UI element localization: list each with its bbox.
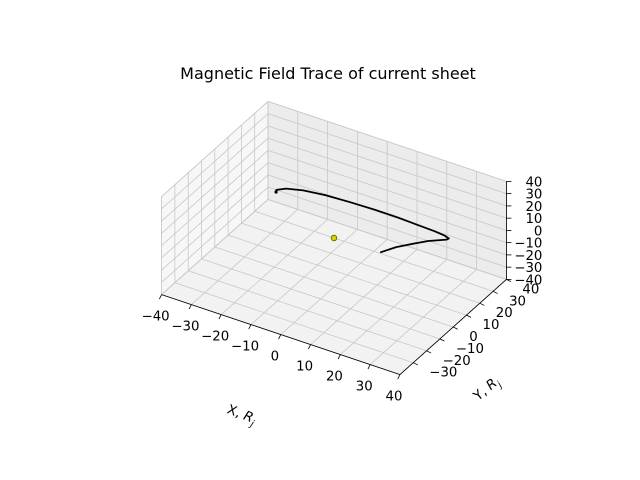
y-grid-floor: [227, 234, 467, 316]
z-tick-label: 10: [525, 212, 542, 227]
x-tick-label: −10: [231, 340, 259, 355]
trace-end-point: [274, 190, 278, 194]
z-tick-label: 30: [525, 188, 542, 203]
x-axis-label: X, Rj: [224, 402, 258, 429]
x-tick-label: 30: [356, 380, 373, 395]
x-tick-label: 20: [326, 370, 343, 385]
chart-title: Magnetic Field Trace of current sheet: [180, 64, 476, 83]
z-grid-back-wall: [267, 174, 507, 256]
tick-mark: [248, 324, 252, 330]
z-grid-left-wall: [161, 162, 269, 259]
z-grid-left-wall: [161, 174, 269, 271]
z-grid-left-wall: [161, 125, 269, 222]
tick-mark: [439, 338, 445, 342]
z-grid-back-wall: [267, 150, 507, 231]
z-tick-label: −10: [514, 237, 542, 252]
y-grid-floor: [188, 270, 427, 352]
z-grid-left-wall: [161, 113, 269, 210]
y-tick-label: −10: [456, 342, 484, 357]
y-tick-label: 30: [509, 294, 526, 309]
y-tick-label: 10: [483, 318, 500, 333]
z-tick-label: 0: [534, 224, 542, 239]
z-grid-left-wall: [161, 186, 269, 283]
z-grid-back-wall: [267, 162, 507, 244]
tick-mark: [397, 374, 401, 380]
x-tick-label: −20: [201, 330, 229, 345]
tick-mark: [307, 344, 311, 350]
x-tick-label: −40: [142, 310, 170, 325]
tick-mark: [479, 302, 485, 306]
z-grid-back-wall: [267, 137, 507, 219]
z-tick-label: −40: [514, 273, 542, 288]
tick-mark: [158, 294, 162, 300]
z-tick-label: −20: [514, 249, 542, 264]
z-grid-back-wall: [267, 186, 507, 268]
y-tick-label: 20: [496, 306, 513, 321]
planet-marker: [330, 234, 338, 242]
tick-mark: [413, 362, 418, 366]
tick-mark: [453, 326, 458, 330]
tick-mark: [337, 354, 341, 360]
y-axis-label: Y, Rj: [470, 374, 504, 407]
x-tick-label: −30: [171, 320, 199, 335]
z-tick-label: 20: [525, 200, 542, 215]
y-grid-floor: [241, 222, 480, 304]
z-grid-back-wall: [267, 101, 507, 182]
tick-labels: −40−30−20−10010203040−30−20−10010203040−…: [142, 175, 543, 404]
z-tick-label: 40: [525, 175, 542, 190]
y-tick-label: −20: [443, 354, 471, 369]
x-tick-label: 40: [386, 390, 403, 405]
field-trace-line: [275, 187, 450, 254]
y-tick-label: 0: [469, 330, 477, 345]
y-grid-floor: [254, 210, 494, 292]
tick-mark: [218, 314, 222, 320]
z-grid-left-wall: [161, 150, 269, 246]
z-grid-back-wall: [267, 113, 507, 195]
tick-mark: [278, 334, 282, 340]
y-tick-label: −30: [429, 366, 457, 381]
x-tick-label: 10: [296, 360, 313, 375]
z-grid-left-wall: [161, 137, 269, 234]
tick-mark: [492, 290, 498, 294]
x-tick-label: 0: [271, 350, 279, 365]
z-grid-left-wall: [161, 199, 269, 295]
z-grid-back-wall: [267, 125, 507, 207]
y-tick-label: 40: [522, 282, 539, 297]
tick-mark: [426, 350, 432, 354]
tick-mark: [466, 314, 472, 318]
tick-mark: [188, 304, 192, 310]
y-grid-floor: [201, 258, 441, 340]
series-layer: [274, 187, 450, 254]
z-grid-left-wall: [161, 101, 269, 197]
z-grid-back-wall: [267, 199, 507, 280]
z-tick-label: −30: [514, 261, 542, 276]
tick-marks: [158, 180, 512, 380]
y-grid-floor: [174, 282, 414, 364]
y-grid-floor: [214, 246, 454, 328]
tick-mark: [367, 364, 371, 370]
